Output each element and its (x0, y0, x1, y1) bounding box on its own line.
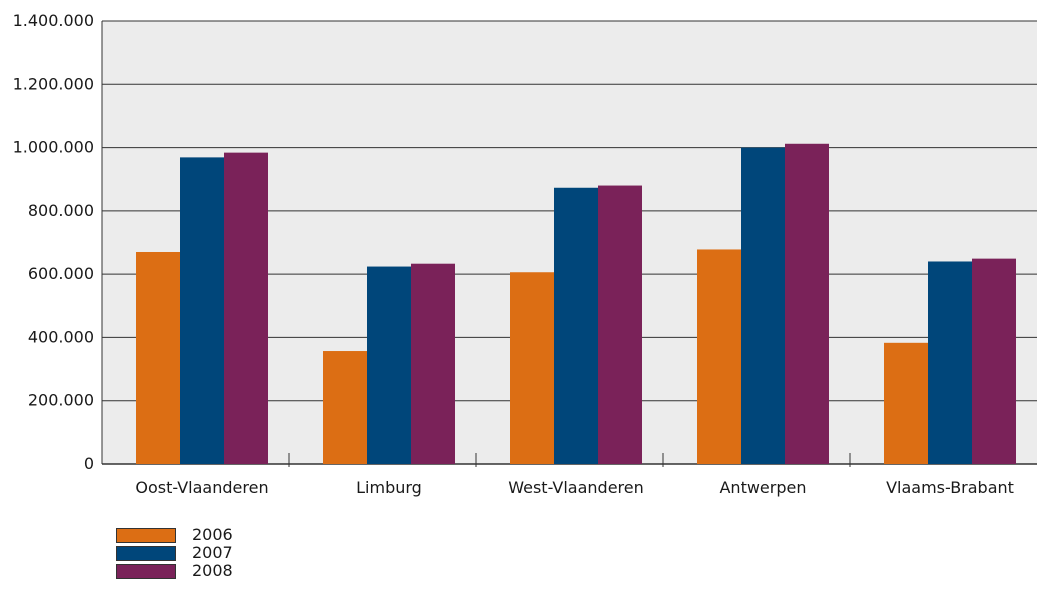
legend-swatch (116, 527, 176, 543)
y-tick-label: 600.000 (28, 264, 94, 283)
y-tick-label: 400.000 (28, 327, 94, 346)
y-tick-label: 200.000 (28, 391, 94, 410)
legend-label: 2008 (192, 561, 233, 580)
bar-2008-limburg (411, 263, 455, 464)
bar-2007-antwerpen (741, 147, 785, 465)
category-labels: Oost-Vlaanderen Limburg West-Vlaanderen Ant… (135, 478, 1014, 497)
legend-item: 2008 (116, 562, 233, 580)
y-tick-label: 1.200.000 (13, 74, 94, 93)
bar-2006-limburg (323, 351, 367, 464)
x-category-label: Vlaams-Brabant (886, 478, 1014, 497)
legend-item: 2007 (116, 544, 233, 562)
bars (136, 143, 1016, 465)
x-category-label: Antwerpen (719, 478, 806, 497)
y-tick-label: 1.400.000 (13, 11, 94, 30)
bar-chart: 0 200.000 400.000 600.000 800.000 1.000.000 1.… (13, 11, 1037, 497)
bar-2006-antwerpen (697, 249, 741, 464)
legend-swatch (116, 563, 176, 579)
legend-label: 2007 (192, 543, 233, 562)
bar-2006-west-vlaanderen (510, 272, 554, 464)
bar-2006-vlaams-brabant (884, 342, 928, 464)
x-category-label: Limburg (356, 478, 422, 497)
bar-2008-antwerpen (785, 143, 829, 464)
y-tick-label: 1.000.000 (13, 138, 94, 157)
x-category-label: West-Vlaanderen (508, 478, 644, 497)
bar-2006-oost-vlaanderen (136, 251, 180, 464)
legend-label: 2006 (192, 525, 233, 544)
bar-2007-limburg (367, 266, 411, 464)
y-tick-label: 800.000 (28, 201, 94, 220)
y-tick-label: 0 (84, 454, 94, 473)
legend-item: 2006 (116, 526, 233, 544)
bar-2007-vlaams-brabant (928, 261, 972, 464)
legend-swatch (116, 545, 176, 561)
y-axis-ticks: 0 200.000 400.000 600.000 800.000 1.000.000 1.… (13, 11, 94, 473)
bar-2007-oost-vlaanderen (180, 157, 224, 464)
bar-2007-west-vlaanderen (554, 187, 598, 464)
bar-2008-oost-vlaanderen (224, 152, 268, 465)
legend: 2006 2007 2008 (116, 526, 233, 580)
x-category-label: Oost-Vlaanderen (135, 478, 268, 497)
bar-2008-west-vlaanderen (598, 185, 642, 465)
x-axis-ticks (288, 453, 851, 467)
bar-2008-vlaams-brabant (972, 258, 1016, 464)
